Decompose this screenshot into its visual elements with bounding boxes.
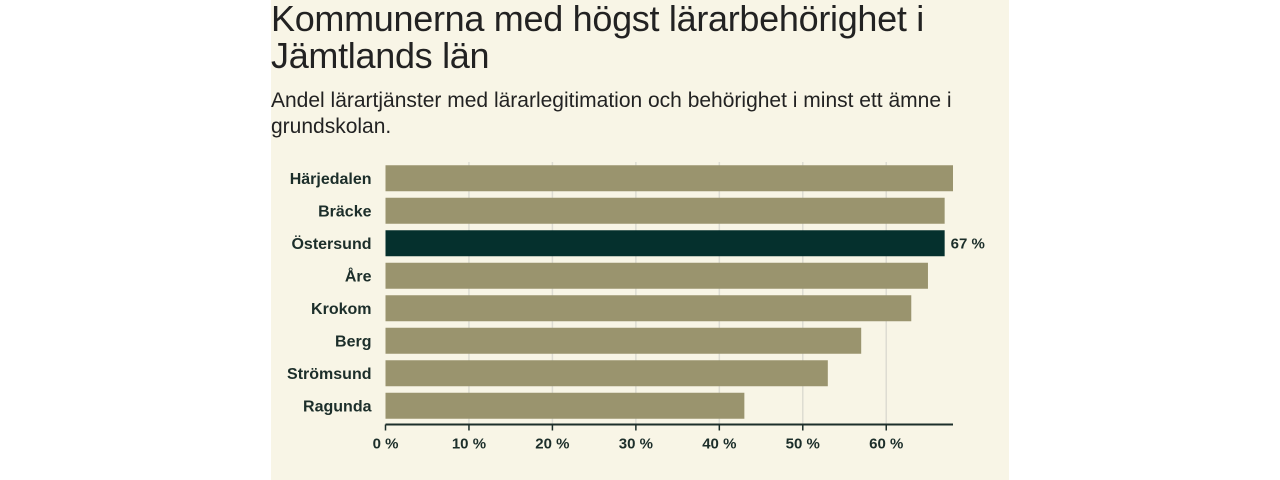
chart-title: Kommunerna med högst lärarbehörighet i J… [271,0,924,76]
bar-3 [385,262,928,289]
category-label-6: Strömsund [287,366,371,383]
x-tick-label-50: 50 % [786,436,820,453]
x-tick-label-10: 10 % [452,436,486,453]
chart-panel: Kommunerna med högst lärarbehörighet i J… [271,0,1009,480]
bar-4 [385,295,912,322]
x-tick-label-60: 60 % [869,436,903,453]
data-label-0: 67 % [951,235,985,252]
chart-subtitle: Andel lärartjänster med lärarlegitimatio… [271,89,952,138]
x-tick-label-30: 30 % [619,436,653,453]
bar-1 [385,197,945,224]
bar-5 [385,327,862,354]
bar-0 [385,165,953,192]
category-label-2: Östersund [291,234,371,253]
bar-chart: Härjedalen Bräcke Östersund Åre Krokom Berg St… [287,162,985,453]
bar-2 [385,230,945,257]
category-label-3: Åre [345,266,372,285]
category-label-4: Krokom [311,301,371,318]
category-label-1: Bräcke [318,203,371,220]
x-tick-label-40: 40 % [702,436,736,453]
x-tick-label-0: 0 % [373,436,399,453]
x-tick-label-20: 20 % [535,436,569,453]
bar-6 [385,360,828,387]
category-label-0: Härjedalen [290,171,372,188]
bar-7 [385,392,745,419]
category-label-7: Ragunda [303,398,372,415]
category-label-5: Berg [335,333,371,350]
